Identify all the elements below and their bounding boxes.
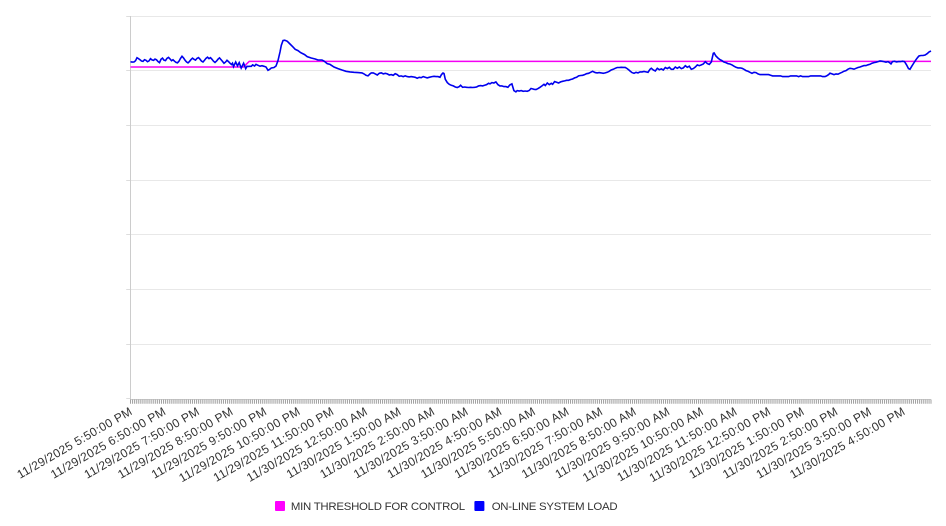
svg-text:MIN THRESHOLD FOR CONTROL: MIN THRESHOLD FOR CONTROL <box>291 501 465 513</box>
svg-text:ON-LINE SYSTEM LOAD: ON-LINE SYSTEM LOAD <box>492 501 618 513</box>
